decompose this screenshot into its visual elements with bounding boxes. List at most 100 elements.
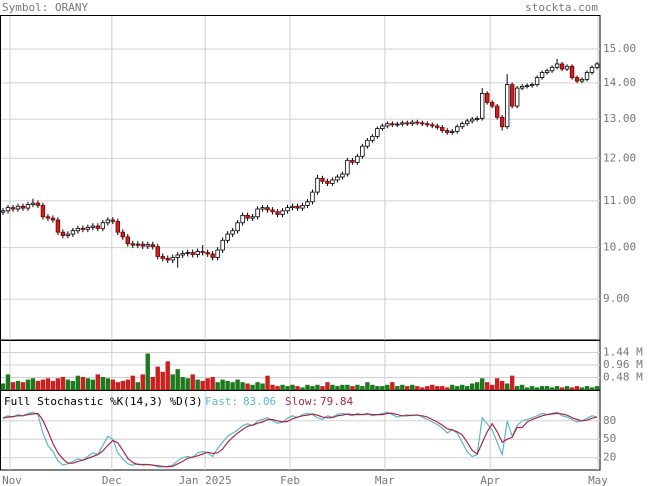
candle-body xyxy=(45,216,51,219)
volume-bar xyxy=(345,384,350,390)
candle-body xyxy=(260,207,265,210)
candle-body xyxy=(465,120,470,125)
volume-bar xyxy=(75,375,81,390)
candle-body xyxy=(355,155,360,163)
candle-body xyxy=(110,219,116,222)
volume-bar xyxy=(484,382,490,390)
candle-body xyxy=(145,244,150,247)
volume-bar xyxy=(180,376,185,390)
volume-bar xyxy=(574,386,580,390)
volume-bar xyxy=(265,375,270,390)
x-tick-label: Apr xyxy=(480,474,500,486)
volume-bar xyxy=(255,382,260,390)
candle-body xyxy=(579,78,585,82)
candle-body xyxy=(534,77,540,85)
candle-body xyxy=(80,227,86,230)
candle-body xyxy=(529,84,535,87)
candle-body xyxy=(50,217,56,221)
candle-body xyxy=(15,205,21,210)
y-tick-label: 12.00 xyxy=(603,151,636,164)
y-tick-label: 1.44 M xyxy=(603,346,643,359)
volume-bar xyxy=(430,384,435,390)
y-tick-label: 80 xyxy=(603,414,616,427)
candle-body xyxy=(95,225,101,229)
candle-body xyxy=(225,233,230,241)
volume-bar xyxy=(105,378,111,390)
candle-body xyxy=(370,135,375,141)
candle-body xyxy=(60,231,66,236)
candle-body xyxy=(0,210,6,213)
volume-bar xyxy=(529,386,535,390)
candle-body xyxy=(589,66,595,73)
symbol-title: Symbol: ORANY xyxy=(2,1,88,14)
candle-body xyxy=(375,128,380,137)
candle-body xyxy=(574,77,580,82)
volume-bar xyxy=(579,387,585,390)
volume-bar xyxy=(395,386,400,390)
volume-bar xyxy=(260,383,265,390)
candle-body xyxy=(270,209,275,213)
volume-bar xyxy=(410,384,415,390)
candle-body xyxy=(215,249,220,258)
candle-body xyxy=(75,227,81,232)
volume-bar xyxy=(45,378,51,390)
candle-body xyxy=(514,87,520,107)
volume-bar xyxy=(210,376,215,390)
y-tick-label: 13.00 xyxy=(603,112,636,125)
volume-bar xyxy=(380,386,385,390)
candle-body xyxy=(35,202,41,206)
volume-bar xyxy=(130,375,135,390)
volume-bar xyxy=(554,386,560,390)
volume-bar xyxy=(110,379,116,390)
volume-bar xyxy=(539,386,545,390)
volume-bar xyxy=(205,378,210,390)
volume-bar xyxy=(589,387,595,390)
candle-body xyxy=(295,205,300,209)
candle-body xyxy=(125,236,130,245)
volume-bar xyxy=(305,384,310,390)
volume-bar xyxy=(365,382,370,390)
volume-bar xyxy=(489,384,495,390)
candle-body xyxy=(245,214,250,219)
candle-body xyxy=(55,219,61,233)
candle-body xyxy=(445,130,450,133)
volume-bar xyxy=(150,376,155,390)
slow-value: 79.84 xyxy=(320,395,353,408)
candle-body xyxy=(385,123,390,127)
candle-body xyxy=(175,254,180,258)
volume-bar xyxy=(360,386,365,390)
volume-bar xyxy=(385,384,390,390)
candle-body xyxy=(395,123,400,126)
candle-body xyxy=(105,219,111,224)
volume-bar xyxy=(564,386,570,390)
price-panel xyxy=(0,15,601,341)
volume-bar xyxy=(415,386,420,390)
candle-body xyxy=(170,257,175,261)
volume-bar xyxy=(350,386,355,390)
volume-bar xyxy=(280,384,285,390)
volume-bar xyxy=(35,380,41,390)
candle-body xyxy=(440,127,445,131)
candle-body xyxy=(320,177,325,182)
candle-body xyxy=(265,207,270,211)
candle-body xyxy=(345,159,350,175)
candle-body xyxy=(230,230,235,235)
candle-body xyxy=(470,118,475,122)
volume-bar xyxy=(435,386,440,390)
candle-body xyxy=(340,173,345,178)
candle-body xyxy=(120,231,125,238)
volume-bar xyxy=(145,353,150,390)
candle-body xyxy=(425,123,430,126)
candle-body xyxy=(524,85,530,88)
candle-body xyxy=(5,207,11,212)
candle-body xyxy=(544,70,550,73)
volume-bar xyxy=(355,384,360,390)
volume-bar xyxy=(460,384,465,390)
volume-bar xyxy=(235,379,240,390)
candle-body xyxy=(165,258,170,261)
y-tick-label: 9.00 xyxy=(603,292,630,305)
volume-bar xyxy=(0,383,6,390)
candle-body xyxy=(484,93,490,103)
candle-body xyxy=(410,121,415,125)
volume-bar xyxy=(455,386,460,390)
